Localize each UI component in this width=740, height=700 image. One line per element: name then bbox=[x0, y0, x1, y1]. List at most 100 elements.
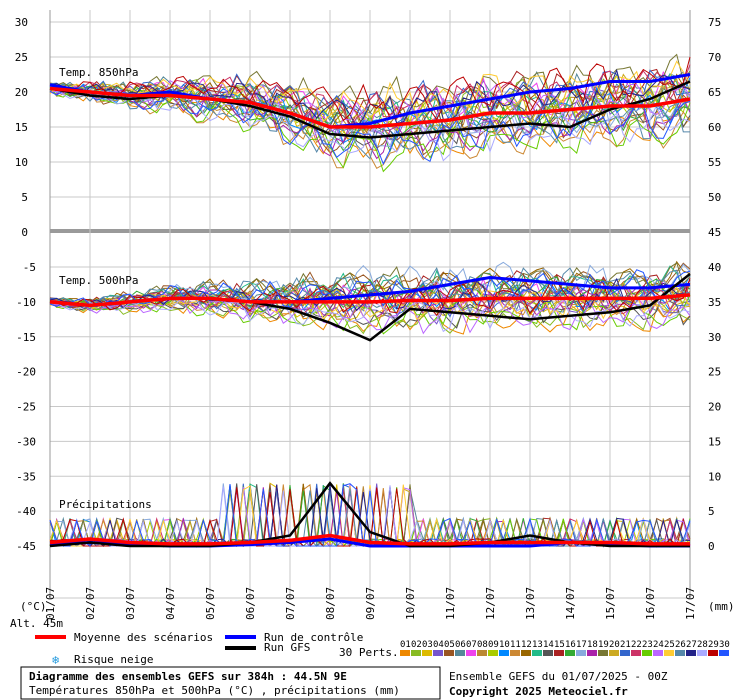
pert-number-26: 26 bbox=[675, 640, 686, 650]
run-info: Ensemble GEFS du 01/07/2025 - 00Z bbox=[449, 670, 668, 683]
pert-number-11: 11 bbox=[510, 640, 521, 650]
legend-gfs-label: Run GFS bbox=[264, 641, 310, 654]
pert-number-24: 24 bbox=[653, 640, 664, 650]
series-0-t850-line bbox=[49, 86, 691, 129]
pert-number-19: 19 bbox=[598, 640, 609, 650]
left-tick-label: 25 bbox=[15, 51, 28, 64]
left-tick-label: -30 bbox=[16, 435, 36, 448]
date-tick-label: 10/07 bbox=[404, 587, 417, 620]
pert-number-18: 18 bbox=[587, 640, 598, 650]
left-tick-label: -25 bbox=[16, 401, 36, 414]
left-tick-label: 0 bbox=[21, 226, 28, 239]
perturbation-29-line bbox=[49, 278, 691, 317]
right-tick-label: 10 bbox=[708, 470, 721, 483]
pert-swatch-16 bbox=[565, 650, 575, 656]
date-tick-label: 15/07 bbox=[604, 587, 617, 620]
left-axis-unit: (°C) bbox=[20, 600, 47, 613]
pert-swatch-10 bbox=[499, 650, 509, 656]
legend-mean-label: Moyenne des scénarios bbox=[74, 631, 213, 644]
pert-swatch-15 bbox=[554, 650, 564, 656]
precip-panel-label: Précipitations bbox=[59, 498, 152, 511]
date-tick-label: 07/07 bbox=[284, 587, 297, 620]
perturbation-17-line bbox=[49, 86, 691, 148]
pert-number-21: 21 bbox=[620, 640, 631, 650]
pert-swatch-06 bbox=[455, 650, 465, 656]
right-tick-label: 50 bbox=[708, 191, 721, 204]
pert-number-08: 08 bbox=[477, 640, 488, 650]
left-tick-label: -45 bbox=[16, 540, 36, 553]
pert-number-01: 01 bbox=[400, 640, 411, 650]
pert-swatch-09 bbox=[488, 650, 498, 656]
left-tick-label: -40 bbox=[16, 505, 36, 518]
pert-swatch-13 bbox=[532, 650, 542, 656]
date-tick-label: 11/07 bbox=[444, 587, 457, 620]
pert-number-22: 22 bbox=[631, 640, 642, 650]
pert-number-28: 28 bbox=[697, 640, 708, 650]
left-tick-label: 30 bbox=[15, 16, 28, 29]
pert-swatch-03 bbox=[422, 650, 432, 656]
date-tick-label: 08/07 bbox=[324, 587, 337, 620]
t850-panel-label: Temp. 850hPa bbox=[59, 66, 138, 79]
pert-swatch-27 bbox=[686, 650, 696, 656]
title-box bbox=[20, 666, 441, 700]
right-tick-label: 35 bbox=[708, 296, 721, 309]
date-tick-label: 17/07 bbox=[684, 587, 697, 620]
t500-panel-label: Temp. 500hPa bbox=[59, 274, 138, 287]
perturbation-21-line bbox=[49, 281, 691, 318]
perturbation-23-line bbox=[49, 294, 691, 335]
perturbation-25-line bbox=[49, 60, 691, 123]
pert-number-30: 30 bbox=[719, 640, 730, 650]
pert-swatch-11 bbox=[510, 650, 520, 656]
pert-swatch-19 bbox=[598, 650, 608, 656]
date-tick-label: 14/07 bbox=[564, 587, 577, 620]
date-tick-label: 02/07 bbox=[84, 587, 97, 620]
pert-swatch-07 bbox=[466, 650, 476, 656]
legend-control-label: Run de contrôle bbox=[264, 631, 363, 644]
pert-number-04: 04 bbox=[433, 640, 444, 650]
perturbation-11-line bbox=[49, 86, 691, 169]
date-tick-label: 12/07 bbox=[484, 587, 497, 620]
pert-number-25: 25 bbox=[664, 640, 675, 650]
left-tick-label: -20 bbox=[16, 366, 36, 379]
right-tick-label: 65 bbox=[708, 86, 721, 99]
pert-number-16: 16 bbox=[565, 640, 576, 650]
perturbation-05-line bbox=[49, 88, 691, 156]
pert-swatch-24 bbox=[653, 650, 663, 656]
main-series-lines bbox=[49, 73, 691, 548]
left-tick-label: 5 bbox=[21, 191, 28, 204]
pert-swatch-21 bbox=[620, 650, 630, 656]
left-tick-label: 10 bbox=[15, 156, 28, 169]
right-tick-label: 45 bbox=[708, 226, 721, 239]
pert-swatch-12 bbox=[521, 650, 531, 656]
snowflake-icon: ❄ bbox=[52, 653, 59, 667]
left-tick-label: -15 bbox=[16, 331, 36, 344]
right-tick-label: 30 bbox=[708, 331, 721, 344]
pert-swatch-18 bbox=[587, 650, 597, 656]
right-tick-label: 20 bbox=[708, 401, 721, 414]
pert-number-13: 13 bbox=[532, 640, 543, 650]
date-tick-label: 05/07 bbox=[204, 587, 217, 620]
perturbation-09-line bbox=[49, 84, 691, 143]
pert-swatch-05 bbox=[444, 650, 454, 656]
pert-swatch-29 bbox=[708, 650, 718, 656]
pert-number-06: 06 bbox=[455, 640, 466, 650]
right-tick-label: 75 bbox=[708, 16, 721, 29]
pert-swatch-30 bbox=[719, 650, 729, 656]
legend-snow-label: Risque neige bbox=[74, 653, 153, 666]
pert-swatch-17 bbox=[576, 650, 586, 656]
right-tick-label: 25 bbox=[708, 366, 721, 379]
perturbation-30-line bbox=[49, 269, 691, 308]
right-tick-label: 60 bbox=[708, 121, 721, 134]
pert-number-17: 17 bbox=[576, 640, 587, 650]
perturbation-legend: 01 02 03 04 05 06 07 08 09 10 11 12 13 14 15 16 17 18 19 20… bbox=[400, 640, 730, 656]
date-tick-label: 09/07 bbox=[364, 587, 377, 620]
pert-number-20: 20 bbox=[609, 640, 620, 650]
perturbations-label: 30 Perts. bbox=[339, 646, 399, 659]
pert-swatch-23 bbox=[642, 650, 652, 656]
pert-swatch-26 bbox=[675, 650, 685, 656]
left-tick-label: 20 bbox=[15, 86, 28, 99]
perturbation-13-line bbox=[49, 265, 691, 308]
right-tick-label: 55 bbox=[708, 156, 721, 169]
perturbation-30-line bbox=[49, 85, 691, 166]
